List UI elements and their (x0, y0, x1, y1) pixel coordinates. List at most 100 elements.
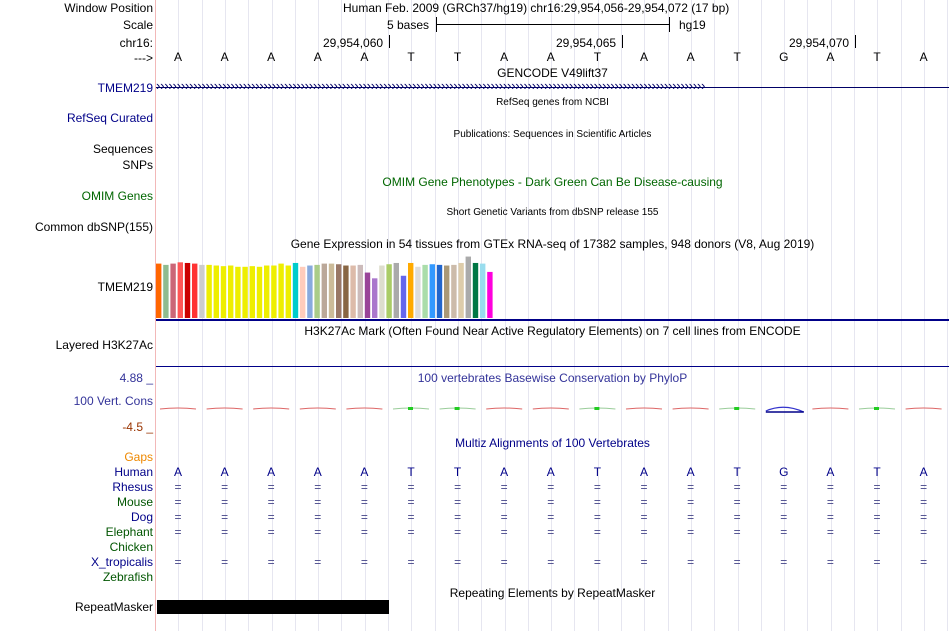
gtex-label[interactable]: TMEM219 (97, 280, 153, 294)
gtex-bar[interactable] (163, 264, 169, 318)
gtex-bar[interactable] (458, 262, 464, 318)
gtex-bar[interactable] (242, 266, 248, 318)
gtex-title[interactable]: Gene Expression in 54 tissues from GTEx … (290, 237, 815, 251)
dbsnp-label[interactable]: Common dbSNP(155) (34, 220, 153, 234)
gtex-bar[interactable] (429, 264, 435, 318)
multiz-title[interactable]: Multiz Alignments of 100 Vertebrates (455, 436, 650, 450)
publications-label-line1[interactable]: Sequences (92, 142, 153, 156)
repeatmasker-element[interactable] (157, 600, 389, 614)
gtex-bar[interactable] (444, 265, 450, 318)
multiz-base: = (314, 525, 322, 539)
multiz-base: = (407, 510, 415, 524)
gtex-bar[interactable] (307, 265, 313, 318)
gencode-title[interactable]: GENCODE V49lift37 (497, 66, 608, 80)
gtex-bar[interactable] (220, 266, 227, 318)
multiz-base: = (267, 555, 275, 569)
multiz-species-label[interactable]: X_tropicalis (90, 555, 153, 569)
gtex-bar[interactable] (256, 266, 263, 318)
publications-label-line2[interactable]: SNPs (122, 158, 153, 172)
multiz-base: = (407, 525, 415, 539)
gtex-bar[interactable] (436, 264, 443, 318)
gtex-bar[interactable] (386, 264, 392, 318)
multiz-base: = (873, 495, 881, 509)
gtex-bar[interactable] (285, 265, 291, 318)
gtex-bar[interactable] (184, 262, 191, 318)
gtex-bar[interactable] (372, 278, 378, 318)
phylop-title[interactable]: 100 vertebrates Basewise Conservation by… (417, 371, 688, 385)
gtex-bar[interactable] (264, 265, 270, 318)
publications-title[interactable]: Publications: Sequences in Scientific Ar… (453, 129, 652, 140)
gtex-bar[interactable] (343, 265, 349, 318)
gtex-bar[interactable] (364, 272, 371, 318)
gtex-bar[interactable] (228, 265, 234, 318)
gtex-bar[interactable] (357, 264, 363, 318)
multiz-base: = (360, 510, 368, 524)
multiz-species-label[interactable]: Human (114, 465, 153, 479)
omim-title[interactable]: OMIM Gene Phenotypes - Dark Green Can Be… (382, 175, 723, 189)
gtex-bar[interactable] (156, 263, 162, 318)
gtex-bar[interactable] (292, 262, 299, 318)
gtex-bar[interactable] (213, 265, 219, 318)
gtex-bar[interactable] (278, 263, 284, 318)
gtex-bar[interactable] (379, 265, 385, 318)
gtex-bar[interactable] (177, 262, 183, 318)
gtex-bar[interactable] (206, 264, 212, 318)
gtex-bar[interactable] (422, 264, 428, 318)
repeatmasker-label[interactable]: RepeatMasker (74, 600, 153, 614)
sequence-base: T (873, 50, 881, 64)
sequence-base: G (779, 50, 789, 64)
multiz-base: = (920, 495, 928, 509)
multiz-species-label[interactable]: Mouse (116, 495, 153, 509)
gtex-bar[interactable] (408, 262, 414, 318)
gtex-bar[interactable] (271, 265, 277, 318)
gtex-bar[interactable] (393, 262, 399, 318)
multiz-species-label[interactable]: Chicken (109, 540, 153, 554)
gtex-bar[interactable] (487, 271, 493, 318)
gtex-bar[interactable] (249, 266, 255, 318)
multiz-base: A (360, 465, 369, 479)
multiz-base: = (640, 510, 648, 524)
gencode-gene-line[interactable] (156, 87, 949, 88)
multiz-base: = (593, 525, 601, 539)
gtex-bar[interactable] (192, 263, 198, 318)
multiz-gaps-label: Gaps (124, 450, 153, 464)
phylop-score-mark (594, 407, 600, 410)
h3k27ac-title[interactable]: H3K27Ac Mark (Often Found Near Active Re… (304, 324, 801, 338)
gencode-label[interactable]: TMEM219 (97, 81, 153, 95)
refseq-label[interactable]: RefSeq Curated (66, 111, 153, 125)
guide-line (947, 0, 948, 631)
gtex-bar[interactable] (314, 264, 320, 318)
gtex-bar[interactable] (480, 263, 486, 318)
multiz-base: = (640, 495, 648, 509)
gtex-bar[interactable] (350, 265, 356, 318)
gtex-bar[interactable] (170, 263, 176, 318)
phylop-label[interactable]: 100 Vert. Cons (73, 394, 153, 408)
multiz-species-label[interactable]: Elephant (105, 525, 153, 539)
gtex-bar[interactable] (321, 263, 327, 318)
multiz-base: = (920, 480, 928, 494)
multiz-species-label[interactable]: Rhesus (112, 480, 153, 494)
multiz-species-label[interactable]: Dog (130, 510, 153, 524)
multiz-base: = (360, 555, 368, 569)
gtex-bar[interactable] (235, 266, 241, 318)
gtex-bar[interactable] (400, 275, 407, 318)
gtex-bar[interactable] (472, 262, 479, 318)
gtex-bar[interactable] (451, 264, 457, 318)
h3k27ac-label[interactable]: Layered H3K27Ac (55, 338, 153, 352)
gtex-bar[interactable] (465, 256, 471, 318)
multiz-species-label[interactable]: Zebrafish (102, 570, 153, 584)
gtex-bar[interactable] (300, 266, 306, 318)
ruler-position: 29,954,065 (556, 36, 617, 50)
gtex-bar[interactable] (336, 264, 342, 318)
refseq-title[interactable]: RefSeq genes from NCBI (496, 97, 609, 108)
dbsnp-title[interactable]: Short Genetic Variants from dbSNP releas… (446, 207, 659, 218)
gtex-bar[interactable] (328, 263, 335, 318)
omim-label[interactable]: OMIM Genes (81, 189, 153, 203)
gtex-bar[interactable] (199, 264, 205, 318)
multiz-base: = (174, 495, 182, 509)
repeatmasker-title[interactable]: Repeating Elements by RepeatMasker (449, 586, 656, 600)
guide-line (644, 0, 645, 631)
gtex-bar[interactable] (415, 266, 421, 318)
